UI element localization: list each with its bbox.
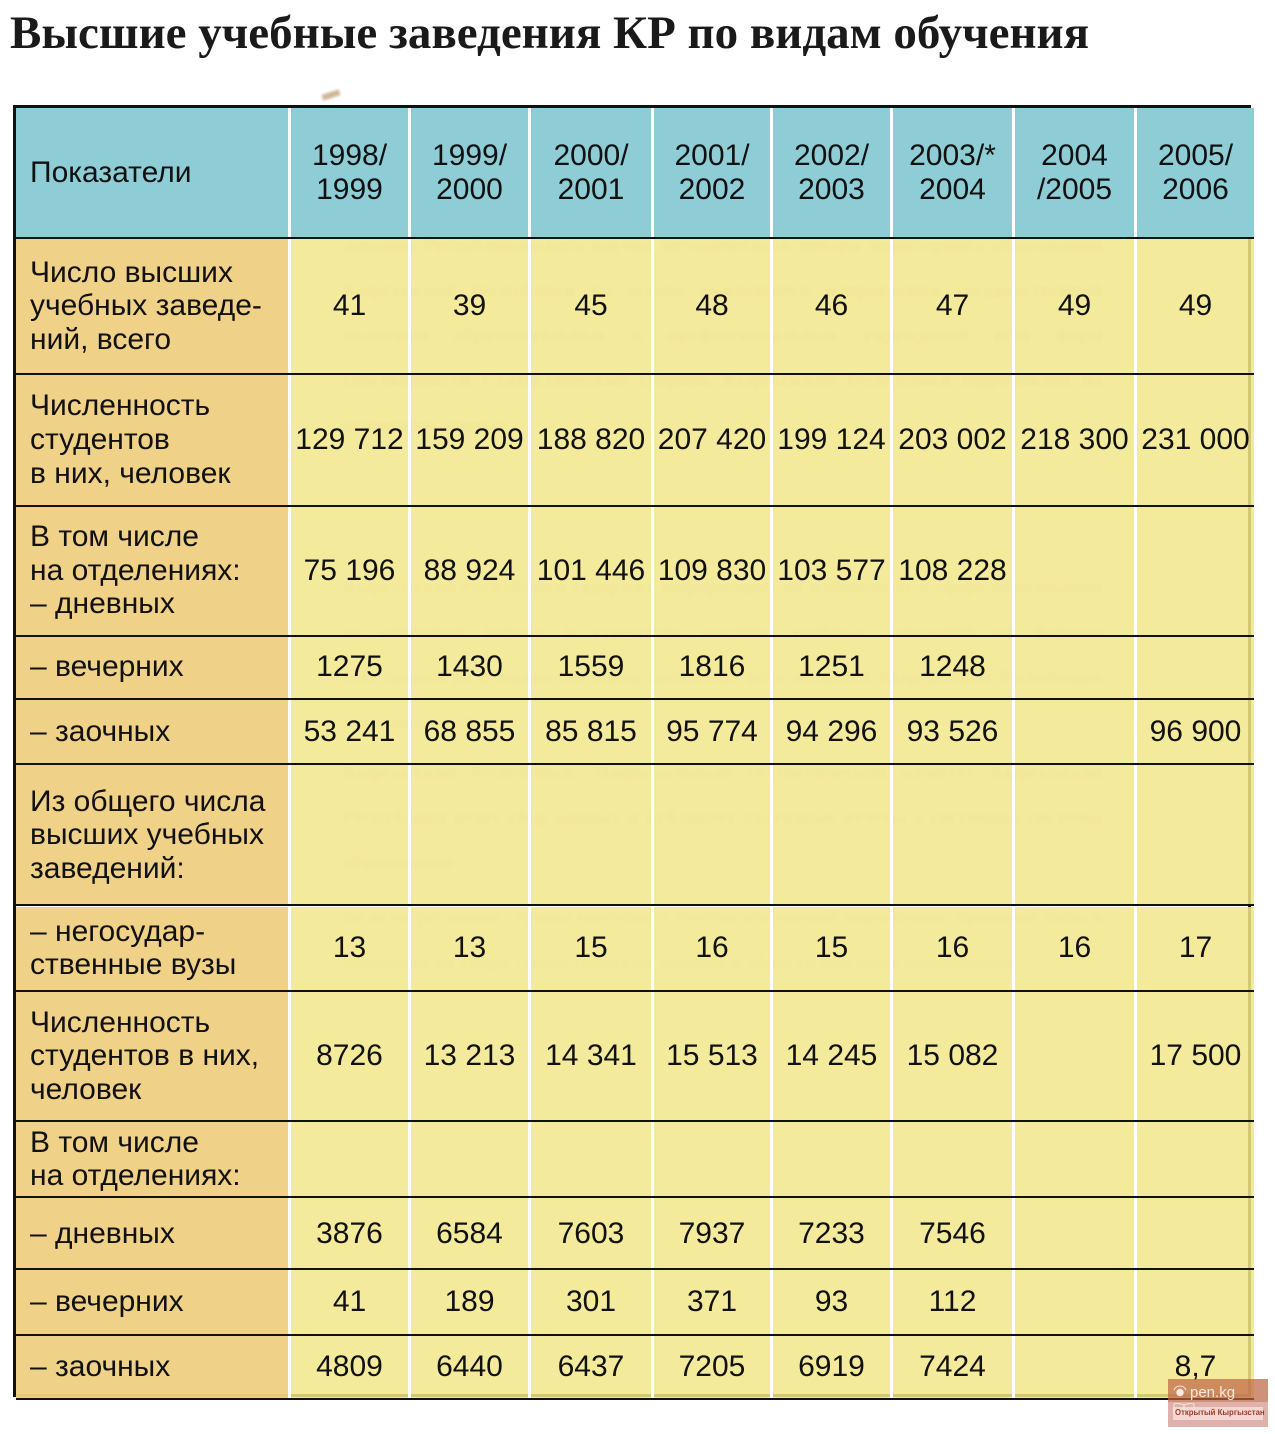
svg-text:pen.kg: pen.kg (1190, 1384, 1235, 1401)
